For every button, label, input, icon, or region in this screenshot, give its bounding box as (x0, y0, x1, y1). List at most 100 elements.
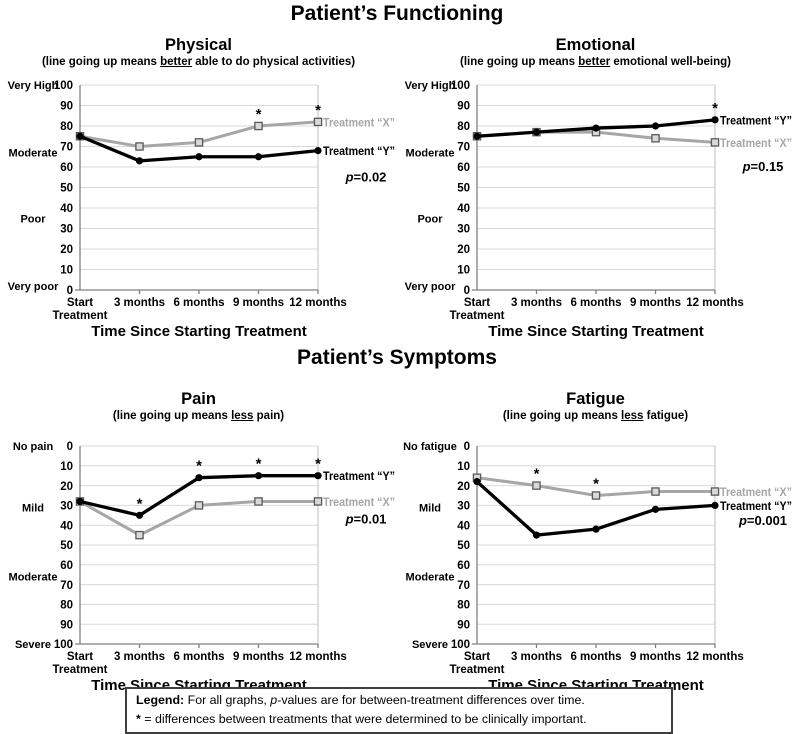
data-point-marker (532, 481, 541, 490)
asterisk-marker: * (196, 458, 202, 475)
asterisk-marker: * (593, 476, 599, 493)
x-tick-label: 12 months (289, 297, 347, 309)
data-point-marker (651, 505, 660, 513)
asterisk-marker: * (712, 100, 718, 117)
y-tick-label: 100 (451, 80, 470, 92)
data-point-marker (135, 142, 144, 151)
data-point-marker (711, 116, 719, 124)
data-point-marker (194, 138, 204, 147)
physical-chart: Physical (line going up means better abl… (0, 33, 397, 348)
y-tick-label: 100 (54, 80, 73, 92)
x-tick-label: 6 months (173, 297, 224, 309)
y-tick-label: 100 (451, 639, 470, 651)
legend-text: For all graphs, (184, 693, 271, 707)
y-tick-label: 30 (457, 224, 470, 236)
y-category-label: Very High (405, 80, 456, 92)
y-category-label: Mild (419, 502, 441, 514)
y-tick-label: 40 (457, 203, 470, 215)
chart-subtitle: (line going up means less fatigue) (397, 410, 794, 424)
y-tick-label: 40 (60, 520, 73, 532)
series-label-treatment-x: Treatment “X” (720, 136, 792, 150)
data-point-marker (532, 128, 541, 136)
x-tick-label: 12 months (289, 651, 347, 663)
y-tick-label: 90 (60, 619, 73, 631)
x-tick-label: Treatment (53, 310, 108, 322)
y-tick-label: 20 (60, 481, 73, 493)
data-point-marker (76, 497, 84, 506)
p-value-label: p=0.01 (345, 511, 387, 526)
y-tick-label: 60 (457, 162, 470, 174)
y-tick-label: 70 (457, 580, 470, 592)
y-tick-label: 10 (60, 265, 73, 277)
x-tick-label: 6 months (173, 651, 224, 663)
x-tick-label: 3 months (114, 651, 165, 663)
data-point-marker (651, 134, 660, 143)
series-label-treatment-y: Treatment “Y” (720, 499, 792, 513)
subtitle-text: able to do physical activities) (192, 55, 356, 68)
x-tick-label: 9 months (630, 651, 681, 663)
y-tick-label: 80 (60, 600, 73, 612)
data-point-marker (194, 501, 204, 510)
y-tick-label: 90 (457, 101, 470, 113)
subtitle-text: (line going up means (502, 409, 622, 422)
p-value-label: p=0.15 (742, 159, 784, 174)
subtitle-text: emotional well-being) (610, 55, 731, 68)
chart-title: Emotional (555, 36, 636, 54)
y-tick-label: 0 (464, 285, 470, 297)
chart-subtitle: (line going up means less pain) (0, 410, 397, 424)
x-tick-label: 9 months (233, 297, 284, 309)
y-tick-label: 10 (457, 265, 470, 277)
y-tick-label: 50 (60, 183, 73, 195)
y-tick-label: 60 (457, 560, 470, 572)
section-title-symptoms: Patient’s Symptoms (297, 346, 497, 369)
y-tick-label: 10 (457, 461, 470, 473)
y-tick-label: 80 (457, 121, 470, 133)
y-category-label: Very poor (405, 281, 456, 293)
y-tick-label: 20 (457, 481, 470, 493)
asterisk-marker: * (137, 495, 143, 512)
subtitle-text: fatigue) (643, 409, 689, 422)
x-tick-label: 3 months (511, 297, 562, 309)
subtitle-underlined-word: better (578, 55, 611, 68)
y-category-label: Poor (20, 213, 46, 225)
data-point-marker (591, 491, 601, 500)
data-point-marker (135, 511, 144, 519)
legend-asterisk: * (136, 711, 145, 726)
x-tick-label: 9 months (630, 297, 681, 309)
data-point-marker (592, 525, 600, 533)
fatigue-plot: 0 10 20 30 40 50 60 70 80 90 100 No fatigue Mild Mode… (403, 441, 792, 694)
fatigue-chart: Fatigue (line going up means less fatigu… (397, 378, 794, 697)
data-point-marker (532, 531, 541, 539)
series-label-treatment-y: Treatment “Y” (720, 113, 792, 127)
y-category-label: Moderate (406, 148, 455, 160)
x-tick-label: Start (464, 651, 490, 663)
chart-title: Pain (181, 390, 216, 408)
y-tick-label: 90 (457, 619, 470, 631)
data-point-marker (135, 530, 144, 540)
subtitle-text: pain) (253, 409, 285, 422)
asterisk-marker: * (315, 102, 321, 119)
data-point-marker (313, 117, 323, 127)
data-point-marker (195, 474, 203, 482)
x-tick-label: Treatment (450, 664, 505, 676)
y-tick-label: 80 (457, 600, 470, 612)
emotional-chart-header: Emotional (line going up means better em… (397, 33, 794, 78)
x-tick-label: Treatment (450, 310, 505, 322)
y-tick-label: 40 (60, 203, 73, 215)
subtitle-text: (line going up means (460, 55, 579, 68)
y-tick-label: 60 (60, 162, 73, 174)
y-tick-label: 60 (60, 560, 73, 572)
pain-plot: 0 10 20 30 40 50 60 70 80 90 100 No pain Mild Moderat… (9, 441, 395, 694)
subtitle-text: (line going up means (41, 55, 161, 68)
chart-subtitle: (line going up means better able to do p… (0, 56, 397, 70)
x-tick-label: 12 months (686, 651, 744, 663)
y-tick-label: 70 (457, 142, 470, 154)
y-category-label: Mild (22, 502, 44, 514)
x-axis-title: Time Since Starting Treatment (488, 323, 704, 340)
subtitle-underlined-word: less (621, 409, 644, 422)
y-category-label: Severe (412, 639, 448, 651)
asterisk-marker: * (315, 456, 321, 473)
subtitle-underlined-word: less (231, 409, 254, 422)
